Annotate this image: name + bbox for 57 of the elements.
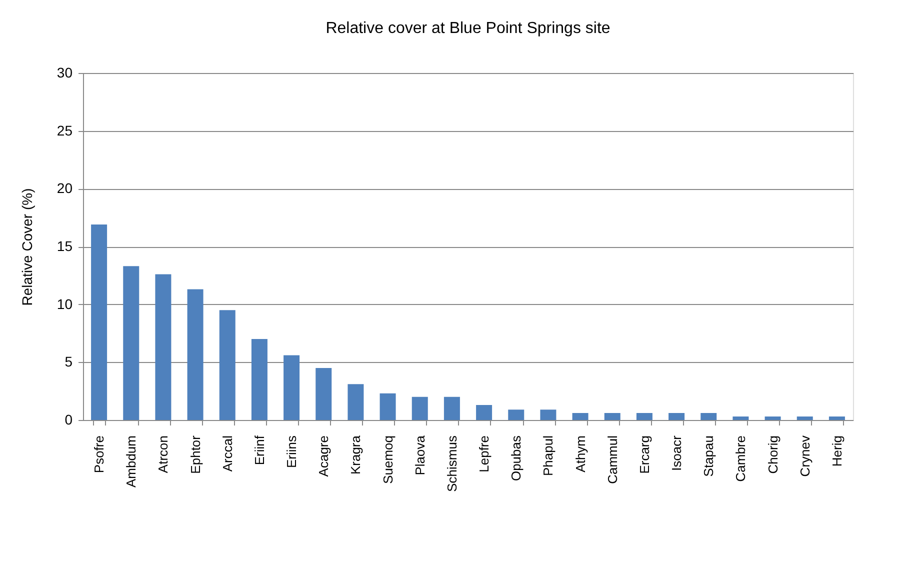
x-tick-label: Cambre: [733, 436, 748, 482]
y-tick-label: 10: [56, 296, 73, 312]
y-tick-label: 15: [56, 238, 73, 254]
x-tick-label: Eriins: [284, 435, 300, 468]
x-tick-label: Ercarg: [636, 436, 652, 474]
bar: [828, 416, 845, 420]
x-tick-label: Opubas: [508, 435, 524, 482]
bar: [636, 413, 652, 420]
x-tick-label: Ambdum: [124, 436, 139, 488]
bar: [284, 355, 300, 420]
bar: [732, 416, 749, 420]
bar: [155, 274, 172, 420]
x-tick-label: Eriinf: [252, 435, 267, 466]
x-tick-label: Stapau: [701, 436, 716, 477]
x-tick-label: Chorig: [765, 436, 780, 474]
x-tick-label: Herig: [829, 436, 844, 467]
y-tick-label: 30: [56, 64, 73, 80]
bar: [251, 339, 268, 420]
x-tick-label: Phapul: [540, 435, 556, 476]
y-tick-label: 5: [64, 354, 73, 370]
x-tick-label: Cammul: [604, 435, 620, 484]
bar: [764, 416, 781, 420]
x-tick-label: Crynev: [797, 435, 812, 477]
x-tick-label: Lepfre: [476, 436, 492, 472]
bar: [91, 224, 108, 420]
y-tick-label: 20: [56, 180, 73, 196]
bar: [316, 368, 332, 420]
x-tick-label: Atrcon: [156, 436, 171, 474]
bar: [187, 289, 204, 420]
y-axis-title: Relative Cover (%): [18, 188, 35, 306]
bar: [476, 404, 492, 420]
bar: [604, 413, 620, 420]
x-tick-label: Psofre: [92, 436, 107, 474]
bar: [444, 396, 460, 420]
bar: [380, 393, 396, 420]
bar: [668, 413, 685, 420]
x-tick-label: Athym: [572, 436, 588, 472]
chart-title: Relative cover at Blue Point Springs site: [326, 20, 610, 37]
x-tick-label: Schismus: [444, 435, 460, 492]
bar: [219, 310, 236, 420]
x-tick-label: Arccal: [220, 435, 235, 472]
x-tick-label: Plaova: [412, 434, 428, 476]
bar: [508, 410, 524, 420]
bar: [572, 413, 588, 420]
y-tick-label: 25: [56, 122, 73, 138]
bar: [700, 413, 717, 420]
x-tick-label: Suemoq: [380, 436, 396, 484]
x-tick-label: Isoacr: [669, 434, 684, 471]
x-tick-label: Kragra: [348, 434, 364, 475]
x-tick-label: Ephtor: [188, 434, 203, 474]
bar: [123, 266, 140, 420]
x-tick-label: Acagre: [316, 436, 332, 477]
bar: [348, 384, 364, 420]
bar: [796, 416, 813, 420]
bar: [412, 396, 428, 420]
bar: [540, 410, 556, 420]
y-tick-label: 0: [64, 412, 73, 428]
